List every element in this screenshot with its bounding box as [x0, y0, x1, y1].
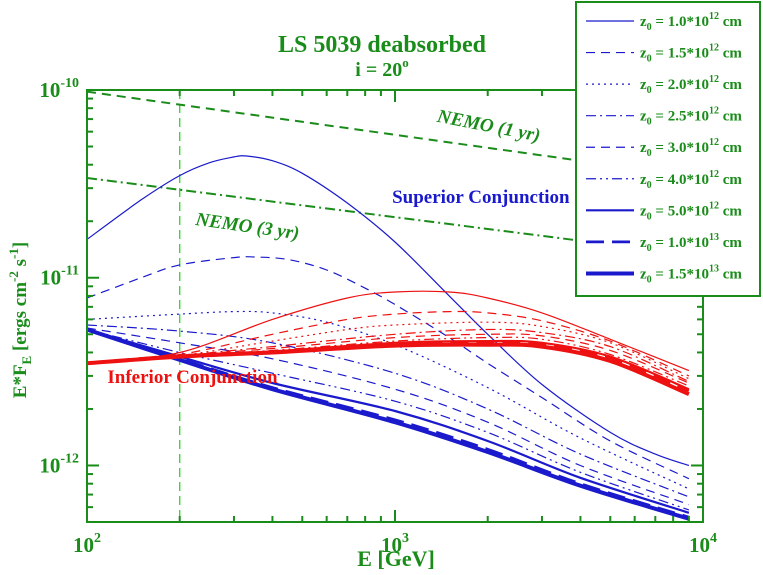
- y-axis-label: E*FE [ergs cm-2 s-1]: [6, 242, 34, 398]
- legend-entry-label: z0 = 3.0*1012 cm: [640, 137, 742, 159]
- legend-entry-label: z0 = 4.0*1012 cm: [640, 169, 742, 191]
- series-line-12: [87, 310, 690, 377]
- series-line-15: [87, 333, 690, 384]
- x-tick-label: 103: [381, 531, 409, 557]
- series-line-9: [87, 328, 690, 519]
- series-line-11: [87, 290, 690, 372]
- legend-entry-label: z0 = 1.0*1013 cm: [640, 232, 742, 254]
- legend-entry-label: z0 = 5.0*1012 cm: [640, 200, 742, 222]
- annotation-label: Inferior Conjunction: [107, 367, 278, 388]
- axis-ticks: 102 103 104 10-12 10-11 10-10: [39, 76, 717, 557]
- annotation-label: Superior Conjunction: [392, 187, 570, 208]
- series-line-5: [87, 324, 690, 498]
- legend-entry-label: z0 = 1.5*1013 cm: [640, 263, 742, 285]
- legend-box: [575, 1, 761, 297]
- legend: z0 = 1.0*1012 cm z0 = 1.5*1012 cm z0 = 2.0…: [575, 1, 761, 297]
- annotation-label: NEMO (3 yr): [193, 209, 300, 244]
- series-line-6: [87, 327, 690, 506]
- series-line-19: [87, 342, 690, 396]
- y-tick-label: 10-11: [40, 264, 79, 290]
- series-line-2: [87, 155, 690, 467]
- x-tick-label: 104: [689, 531, 717, 557]
- legend-entry-label: z0 = 2.5*1012 cm: [640, 106, 742, 128]
- legend-entry-label: z0 = 1.5*1012 cm: [640, 43, 742, 65]
- chart-subtitle: i = 20o: [355, 55, 408, 81]
- series-line-1: [87, 176, 703, 258]
- chart-title: LS 5039 deabsorbed: [278, 32, 487, 58]
- annotation-label: NEMO (1 yr): [434, 106, 542, 147]
- legend-entry-label: z0 = 2.0*1012 cm: [640, 74, 742, 96]
- series-line-3: [87, 256, 690, 480]
- series-line-10: [87, 327, 690, 521]
- x-axis-label: E [GeV]: [357, 546, 435, 571]
- series-line-13: [87, 321, 690, 380]
- series-line-7: [87, 328, 690, 511]
- x-tick-label: 102: [73, 531, 101, 557]
- legend-entry-label: z0 = 1.0*1012 cm: [640, 11, 742, 33]
- y-tick-label: 10-12: [39, 451, 79, 477]
- y-tick-label: 10-10: [39, 76, 79, 102]
